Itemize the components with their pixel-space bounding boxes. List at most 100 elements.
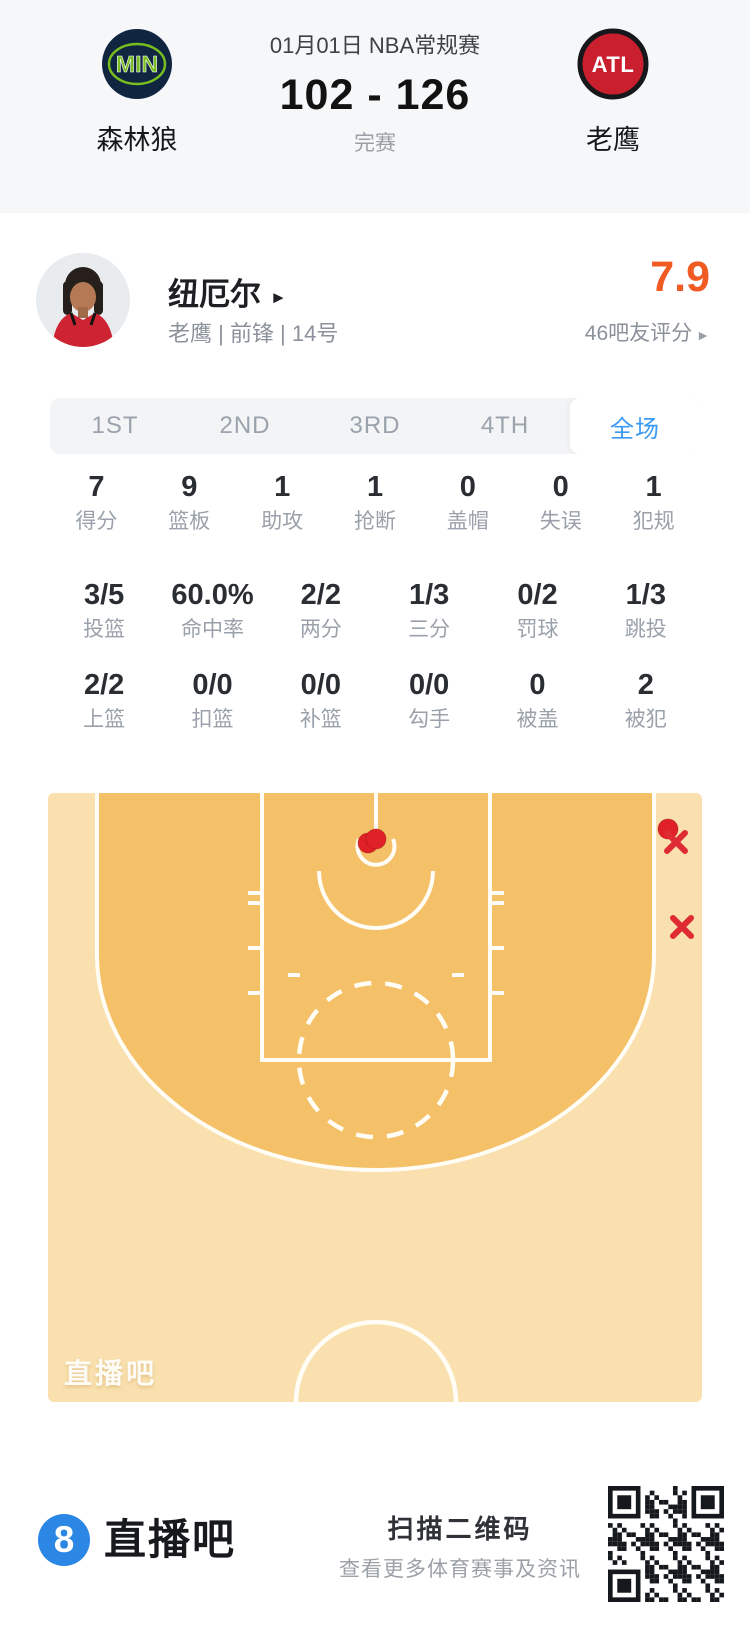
stat-label: 被犯 xyxy=(624,708,667,731)
made-shot-marker xyxy=(365,828,387,850)
stat-cell: 1 犯规 xyxy=(607,470,700,535)
stat-cell: 1/3 三分 xyxy=(375,578,483,643)
stat-value: 1 xyxy=(366,471,384,503)
stat-cell: 0/0 补篮 xyxy=(267,668,375,733)
stats-row: 3/5 投篮 60.0% 命中率 2/2 两分 1/3 三分 0/2 罚球 1/3 跳投 xyxy=(50,578,700,643)
stat-value: 2/2 xyxy=(300,579,341,611)
stat-value: 9 xyxy=(181,471,198,503)
player-rating: 7.9 xyxy=(650,253,710,301)
rating-votes-arrow-icon: ► xyxy=(696,327,710,343)
stat-value: 0/2 xyxy=(517,579,558,611)
stat-cell: 0/0 勾手 xyxy=(375,668,483,733)
shot-chart: 直播吧 xyxy=(48,793,702,1402)
stat-label: 罚球 xyxy=(516,618,559,641)
home-team-name: 森林狼 xyxy=(96,125,178,155)
free-throw-circle xyxy=(296,980,456,1140)
stats-row: 7 得分 9 篮板 1 助攻 1 抢断 0 盖帽 0 失误 1 犯规 xyxy=(50,470,700,535)
away-team[interactable]: ATL 老鹰 xyxy=(548,28,678,156)
stat-value: 0/0 xyxy=(300,669,341,701)
player-avatar-image xyxy=(36,253,130,347)
match-info: 01月01日 NBA常规赛 102 - 126 完赛 xyxy=(185,33,565,156)
missed-shot-marker xyxy=(670,915,694,939)
stat-cell: 1/3 跳投 xyxy=(592,578,700,643)
stat-label: 得分 xyxy=(75,510,118,533)
court-watermark: 直播吧 xyxy=(64,1358,158,1389)
stat-label: 勾手 xyxy=(408,708,451,731)
qr-scan-subtitle: 查看更多体育赛事及资讯 xyxy=(339,1558,581,1581)
svg-text:MIN: MIN xyxy=(116,51,158,77)
away-team-name: 老鹰 xyxy=(586,125,640,155)
stat-value: 7 xyxy=(88,471,105,503)
stat-value: 60.0% xyxy=(171,579,254,611)
match-date: 01月01日 NBA常规赛 xyxy=(269,33,481,58)
paint-lane xyxy=(260,793,492,1062)
stat-cell: 0 失误 xyxy=(514,470,607,535)
player-info: 老鹰 | 前锋 | 14号 xyxy=(168,321,339,346)
restricted-area-arc xyxy=(317,870,435,930)
stat-value: 0 xyxy=(529,669,546,701)
stat-label: 助攻 xyxy=(261,510,304,533)
center-circle xyxy=(293,1319,459,1402)
stat-value: 1 xyxy=(274,471,291,503)
stat-label: 篮板 xyxy=(168,510,211,533)
qr-scan-title: 扫描二维码 xyxy=(387,1514,533,1544)
tab-1ST[interactable]: 1ST xyxy=(91,412,139,439)
footer: 8 直播吧 扫描二维码 查看更多体育赛事及资讯 xyxy=(0,1452,750,1629)
stat-cell: 2 被犯 xyxy=(592,668,700,733)
stat-label: 失误 xyxy=(539,510,582,533)
home-team[interactable]: MIN 森林狼 xyxy=(72,28,202,156)
stat-value: 1 xyxy=(645,471,662,503)
stat-cell: 2/2 上篮 xyxy=(50,668,158,733)
stat-label: 被盖 xyxy=(516,708,559,731)
player-rating-votes[interactable]: 46吧友评分 ► xyxy=(584,322,710,345)
stat-cell: 0/0 扣篮 xyxy=(158,668,266,733)
stat-value: 1/3 xyxy=(625,579,666,611)
stat-label: 跳投 xyxy=(624,618,667,641)
stat-cell: 9 篮板 xyxy=(143,470,236,535)
stat-cell: 0 被盖 xyxy=(483,668,591,733)
tab-4TH[interactable]: 4TH xyxy=(480,412,530,439)
svg-text:ATL: ATL xyxy=(592,52,635,77)
stats-row: 2/2 上篮 0/0 扣篮 0/0 补篮 0/0 勾手 0 被盖 2 被犯 xyxy=(50,668,700,733)
scoreboard: MIN 森林狼 01月01日 NBA常规赛 102 - 126 完赛 ATL 老… xyxy=(0,0,750,213)
stat-cell: 7 得分 xyxy=(50,470,143,535)
stat-value: 1/3 xyxy=(408,579,450,611)
stat-label: 上篮 xyxy=(83,708,126,731)
stat-cell: 1 抢断 xyxy=(329,470,422,535)
stat-value: 2/2 xyxy=(84,669,125,701)
stat-cell: 0/2 罚球 xyxy=(483,578,591,643)
stat-cell: 2/2 两分 xyxy=(267,578,375,643)
stat-value: 3/5 xyxy=(84,579,125,611)
stat-value: 0/0 xyxy=(408,669,450,701)
home-team-logo-icon: MIN xyxy=(102,29,172,99)
tab-3RD[interactable]: 3RD xyxy=(349,412,401,439)
stat-label: 命中率 xyxy=(180,618,244,641)
stat-label: 盖帽 xyxy=(446,510,489,533)
stat-cell: 1 助攻 xyxy=(236,470,329,535)
quarter-tabs: 1ST 2ND 3RD 4TH 全场 xyxy=(50,398,700,454)
stat-label: 投篮 xyxy=(83,618,126,641)
player-avatar[interactable] xyxy=(36,253,130,347)
tab-2ND[interactable]: 2ND xyxy=(219,412,271,439)
stat-label: 补篮 xyxy=(299,708,342,731)
stat-label: 两分 xyxy=(299,618,342,641)
stat-label: 三分 xyxy=(408,618,451,641)
stat-cell: 60.0% 命中率 xyxy=(158,578,266,643)
lane-hash-marks xyxy=(248,891,504,995)
shot-markers-layer xyxy=(357,818,694,939)
stat-label: 抢断 xyxy=(354,510,396,533)
match-score: 102 - 126 xyxy=(279,71,471,119)
qr-scan-block: 扫描二维码 查看更多体育赛事及资讯 xyxy=(330,1514,590,1582)
rim-arc xyxy=(355,838,397,867)
three-point-line xyxy=(95,793,656,1172)
made-shot-marker xyxy=(657,818,679,840)
player-name[interactable]: 纽厄尔 ► xyxy=(168,277,287,312)
stat-value: 2 xyxy=(637,669,654,701)
stat-label: 犯规 xyxy=(632,510,675,533)
footer-brand: 直播吧 xyxy=(104,1516,237,1563)
tab-全场[interactable]: 全场 xyxy=(570,398,700,454)
stat-label: 扣篮 xyxy=(191,708,234,731)
away-team-logo-icon: ATL xyxy=(577,28,649,100)
stat-cell: 3/5 投篮 xyxy=(50,578,158,643)
